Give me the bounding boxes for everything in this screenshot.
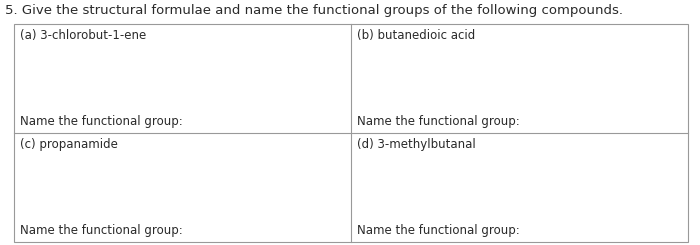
Text: Name the functional group:: Name the functional group: — [357, 115, 519, 128]
Text: Name the functional group:: Name the functional group: — [20, 224, 183, 237]
Text: (d) 3-methylbutanal: (d) 3-methylbutanal — [357, 138, 476, 151]
Text: (b) butanedioic acid: (b) butanedioic acid — [357, 29, 475, 42]
Text: (c) propanamide: (c) propanamide — [20, 138, 118, 151]
Text: (a) 3-chlorobut-1-ene: (a) 3-chlorobut-1-ene — [20, 29, 146, 42]
Text: Name the functional group:: Name the functional group: — [357, 224, 519, 237]
Bar — [14, 24, 688, 242]
Text: Name the functional group:: Name the functional group: — [20, 115, 183, 128]
Text: 5. Give the structural formulae and name the functional groups of the following : 5. Give the structural formulae and name… — [5, 4, 623, 17]
